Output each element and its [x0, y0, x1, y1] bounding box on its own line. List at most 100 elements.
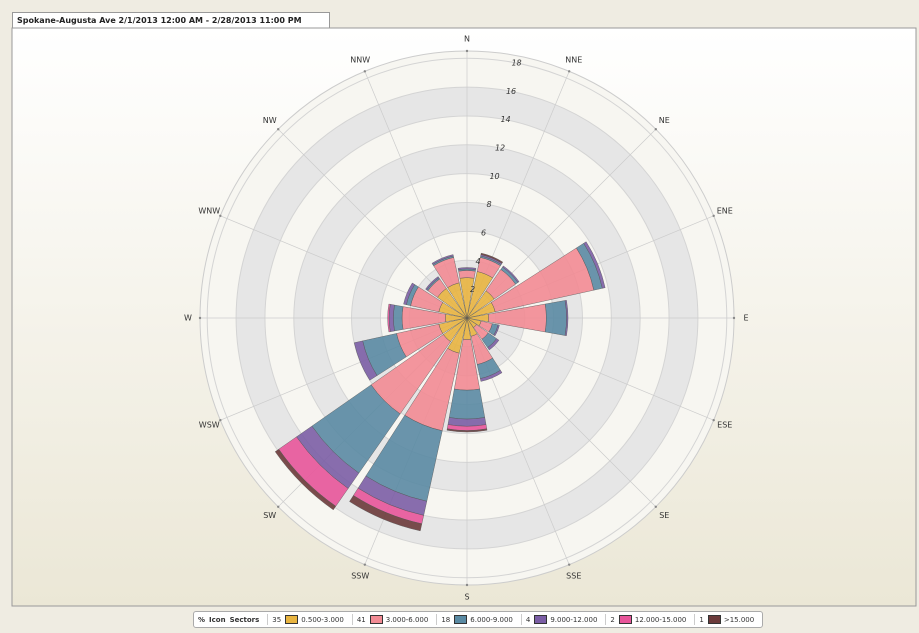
r-tick-label: 2	[470, 285, 475, 294]
wind-segment	[274, 448, 337, 511]
spoke-dot	[654, 505, 657, 508]
wind-segment	[466, 271, 493, 319]
wind-segment	[466, 317, 477, 328]
r-tick-label: 14	[500, 115, 510, 124]
wind-segment	[437, 288, 468, 319]
legend-swatch	[534, 615, 548, 624]
wind-segment	[445, 313, 468, 323]
wind-segment	[564, 300, 569, 336]
legend-percent: 35	[272, 615, 282, 624]
wind-segment	[425, 276, 440, 291]
wind-segment	[480, 252, 504, 264]
wind-segment	[349, 495, 423, 532]
wind-segment	[491, 247, 595, 313]
spoke-dot	[654, 128, 657, 131]
wind-segment	[478, 320, 493, 333]
wind-segment	[466, 313, 489, 323]
legend-separator	[267, 614, 269, 625]
wind-segment	[493, 324, 500, 337]
direction-label: E	[743, 314, 748, 323]
wind-segment	[488, 303, 547, 333]
spoke-dot	[712, 214, 715, 218]
wind-segment	[353, 340, 378, 381]
wind-segment	[488, 323, 499, 336]
wind-segment	[480, 254, 503, 265]
wind-segment	[406, 284, 419, 306]
legend-header: %	[198, 615, 206, 624]
direction-label: ENE	[717, 207, 733, 216]
spoke	[277, 317, 468, 508]
wind-segment	[401, 306, 446, 330]
spoke	[277, 128, 468, 319]
spoke-dot	[363, 563, 367, 566]
wind-segment	[446, 428, 488, 433]
wind-segment	[466, 290, 495, 319]
wind-segment	[404, 348, 460, 432]
direction-label: NNE	[565, 56, 582, 65]
wind-segment	[470, 333, 493, 365]
wind-segment	[447, 282, 468, 319]
legend-name: 3.000-6.000	[385, 615, 429, 624]
wind-segment	[357, 475, 428, 516]
wind-segment	[426, 277, 441, 292]
wind-segment	[481, 332, 497, 348]
direction-label: SSE	[566, 571, 581, 580]
spoke-dot	[198, 316, 202, 320]
wind-segment	[433, 257, 460, 288]
legend-name: 6.000-9.000	[470, 615, 513, 624]
legend-name: 0.500-3.000	[301, 615, 344, 624]
wind-segment	[454, 339, 480, 391]
wind-segment	[476, 357, 501, 379]
legend-header: Sectors	[229, 615, 260, 624]
wind-segment	[410, 286, 443, 313]
r-tick-label: 8	[486, 200, 491, 209]
spoke	[466, 317, 657, 508]
grid-ring	[264, 115, 670, 521]
legend: % Icon Sectors 35 0.500-3.000 41 3.000-6.000 18…	[193, 611, 764, 628]
direction-label: SE	[659, 511, 669, 520]
wind-segment	[353, 487, 424, 525]
spoke-dot	[465, 49, 469, 53]
legend-name: 12.000-15.000	[634, 615, 687, 624]
legend-percent: 2	[610, 615, 615, 624]
legend-separator	[694, 614, 696, 625]
wind-segment	[311, 384, 401, 474]
direction-label: W	[184, 314, 192, 323]
direction-label: NE	[659, 116, 670, 125]
wind-segment	[466, 302, 496, 319]
legend-separator	[351, 614, 353, 625]
wind-segment	[438, 317, 468, 334]
spoke-dot	[732, 316, 736, 320]
wind-segment	[396, 323, 443, 358]
wind-segment	[457, 267, 477, 270]
wind-segment	[446, 424, 488, 431]
grid-ring	[206, 57, 728, 579]
direction-label: N	[464, 35, 470, 44]
wind-segment	[362, 333, 407, 376]
spoke-dot	[219, 418, 222, 422]
spoke	[466, 71, 570, 319]
legend-swatch	[285, 615, 299, 624]
wind-segment	[403, 282, 416, 305]
spoke	[364, 317, 468, 565]
wind-segment	[576, 243, 603, 291]
chart-tab[interactable]: Spokane-Augusta Ave 2/1/2013 12:00 AM - …	[12, 12, 330, 41]
wind-segment	[466, 317, 482, 327]
direction-label: S	[464, 593, 469, 602]
r-tick-label: 6	[481, 228, 486, 237]
direction-label: NW	[263, 116, 277, 125]
spoke	[220, 317, 468, 421]
wind-segment	[480, 369, 503, 382]
legend-separator	[605, 614, 607, 625]
grid-ring	[322, 173, 612, 463]
spoke	[220, 215, 468, 319]
ring	[199, 50, 735, 586]
r-tick-label: 16	[506, 87, 516, 96]
spoke-dot	[277, 128, 280, 131]
grid-ring	[235, 86, 699, 550]
wind-segment	[432, 255, 454, 267]
wind-segment	[387, 303, 391, 333]
grid-ring	[351, 202, 583, 434]
legend-percent: 18	[441, 615, 451, 624]
